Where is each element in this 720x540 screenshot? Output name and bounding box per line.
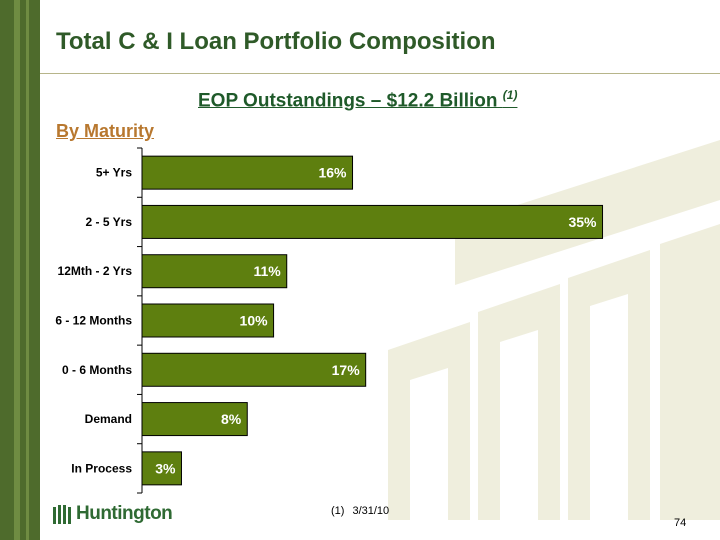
title-rule xyxy=(40,73,720,74)
category-label: 5+ Yrs xyxy=(96,166,132,180)
data-label: 11% xyxy=(253,263,281,279)
chart-subtitle: EOP Outstandings – $12.2 Billion (1) xyxy=(198,88,517,112)
bar xyxy=(141,352,367,387)
slide-title: Total C & I Loan Portfolio Composition xyxy=(56,28,496,55)
sidebar-stripe xyxy=(26,0,29,540)
category-label: 2 - 5 Yrs xyxy=(86,215,133,229)
category-label: 12Mth - 2 Yrs xyxy=(58,264,133,278)
sidebar-accent xyxy=(0,0,40,540)
company-logo: Huntington xyxy=(52,503,173,525)
subtitle-footnote-ref: (1) xyxy=(502,88,518,102)
footnote-marker: (1) xyxy=(331,505,345,517)
page-number: 74 xyxy=(674,517,687,529)
section-label: By Maturity xyxy=(56,121,155,141)
bar xyxy=(141,402,248,437)
category-label: In Process xyxy=(71,461,132,475)
data-label: 3% xyxy=(155,460,176,476)
data-label: 10% xyxy=(240,313,269,329)
subtitle-text: EOP Outstandings – $12.2 Billion xyxy=(198,90,503,112)
category-label: 6 - 12 Months xyxy=(55,314,132,328)
data-label: 8% xyxy=(221,411,242,427)
logo-text: Huntington xyxy=(76,503,173,524)
data-label: 16% xyxy=(318,165,347,181)
sidebar-stripe xyxy=(14,0,20,540)
footnote: (1) 3/31/10 xyxy=(331,505,389,517)
data-label: 17% xyxy=(332,362,361,378)
logo-mark-icon xyxy=(53,505,71,524)
footnote-text: 3/31/10 xyxy=(352,505,390,517)
bar xyxy=(141,303,275,338)
data-label: 35% xyxy=(568,214,597,230)
category-label: 0 - 6 Months xyxy=(62,363,132,377)
category-label: Demand xyxy=(85,412,132,426)
bar xyxy=(141,451,182,486)
bar xyxy=(141,204,604,239)
bar xyxy=(141,155,354,190)
bar xyxy=(141,254,288,289)
